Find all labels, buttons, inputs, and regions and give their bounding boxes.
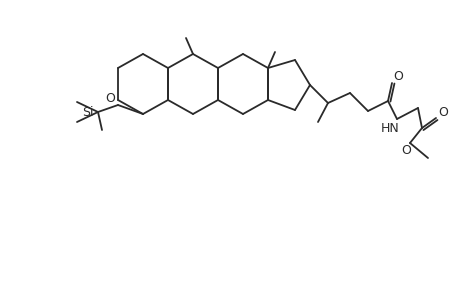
- Text: O: O: [392, 70, 402, 83]
- Text: O: O: [437, 106, 447, 119]
- Text: Si: Si: [82, 106, 94, 118]
- Text: HN: HN: [380, 122, 398, 134]
- Text: O: O: [400, 143, 410, 157]
- Text: O: O: [105, 92, 115, 106]
